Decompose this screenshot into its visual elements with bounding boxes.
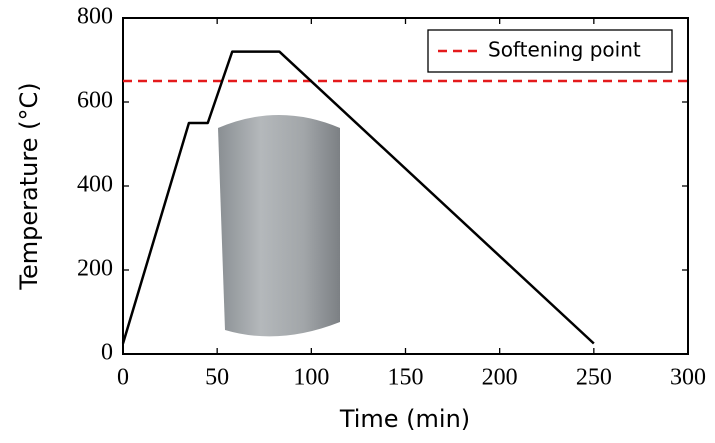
- y-tick-label: 0: [101, 340, 113, 366]
- sample-photo: [218, 115, 340, 337]
- x-tick-label: 50: [205, 365, 229, 391]
- x-tick-label: 150: [388, 365, 424, 391]
- x-axis-label: Time (min): [339, 405, 470, 433]
- y-tick-label: 200: [77, 256, 113, 282]
- legend-label: Softening point: [488, 38, 641, 62]
- x-tick-label: 250: [576, 365, 612, 391]
- y-tick-label: 600: [77, 88, 113, 114]
- temperature-line: [121, 50, 595, 345]
- y-tick-label: 800: [77, 4, 113, 30]
- y-axis-label: Temperature (°C): [15, 82, 43, 290]
- x-tick-label: 300: [670, 365, 706, 391]
- x-tick-label: 100: [293, 365, 329, 391]
- x-tick-label: 0: [117, 365, 129, 391]
- x-tick-label: 200: [482, 365, 518, 391]
- y-tick-label: 400: [77, 172, 113, 198]
